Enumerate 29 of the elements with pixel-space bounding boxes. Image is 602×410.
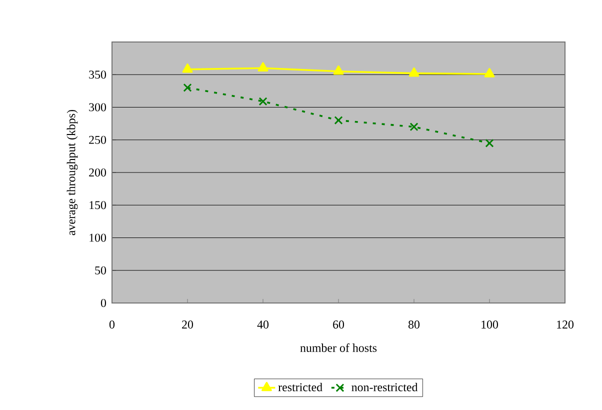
y-tick-label: 300 [89, 103, 106, 112]
y-tick-label: 150 [90, 201, 106, 210]
point [334, 116, 343, 125]
x-tick-label: 120 [557, 320, 574, 329]
point [408, 67, 420, 77]
x-tick-label: 80 [408, 320, 420, 329]
point [183, 83, 192, 92]
y-tick-label: 0 [100, 298, 106, 308]
x-axis-title: number of hosts [300, 343, 377, 352]
y-tick-label: 350 [89, 70, 106, 79]
x-tick-label: 40 [257, 320, 269, 329]
legend-label: restricted [278, 382, 322, 392]
point [258, 97, 268, 106]
y-axis-title: average throughput (kbps) [66, 110, 78, 236]
x-tick-label: 0 [109, 320, 115, 329]
point [333, 65, 344, 75]
legend-label: non-restricted [352, 382, 418, 392]
point [258, 62, 268, 72]
y-tick-label: 250 [89, 136, 106, 144]
x-tick-label: 60 [333, 320, 344, 329]
y-tick-label: 100 [90, 234, 106, 242]
point [484, 68, 495, 78]
x-tick-label: 100 [482, 320, 498, 329]
y-tick-label: 50 [95, 266, 106, 274]
x-tick-label: 20 [182, 320, 194, 329]
point [410, 122, 418, 132]
point [182, 64, 193, 73]
point [485, 138, 494, 148]
y-tick-label: 200 [89, 168, 106, 177]
